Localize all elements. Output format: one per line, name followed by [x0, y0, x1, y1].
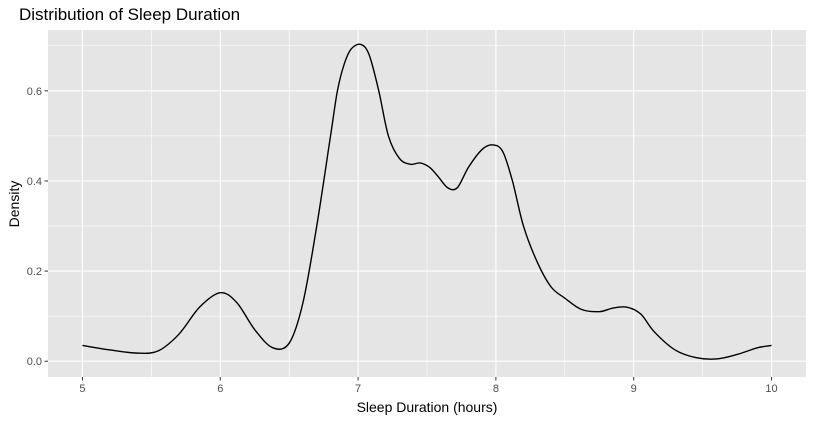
y-tick-label: 0.4: [27, 176, 42, 188]
x-axis: 5 6 7 8 9 10: [79, 377, 778, 395]
y-tick-label: 0.6: [27, 86, 42, 98]
x-tick-label: 6: [217, 383, 223, 395]
y-tick-label: 0.0: [27, 356, 42, 368]
y-axis: 0.0 0.2 0.4 0.6: [27, 86, 48, 368]
x-tick-label: 7: [355, 383, 361, 395]
chart-title: Distribution of Sleep Duration: [19, 5, 240, 24]
minor-gridlines: [48, 30, 806, 377]
y-tick-label: 0.2: [27, 266, 42, 278]
x-tick-label: 10: [765, 383, 777, 395]
x-tick-label: 5: [79, 383, 85, 395]
x-axis-title: Sleep Duration (hours): [357, 399, 498, 415]
major-gridlines: [48, 30, 806, 377]
y-axis-title: Density: [6, 181, 22, 228]
x-tick-label: 8: [493, 383, 499, 395]
x-tick-label: 9: [631, 383, 637, 395]
density-curve: [82, 43, 772, 360]
